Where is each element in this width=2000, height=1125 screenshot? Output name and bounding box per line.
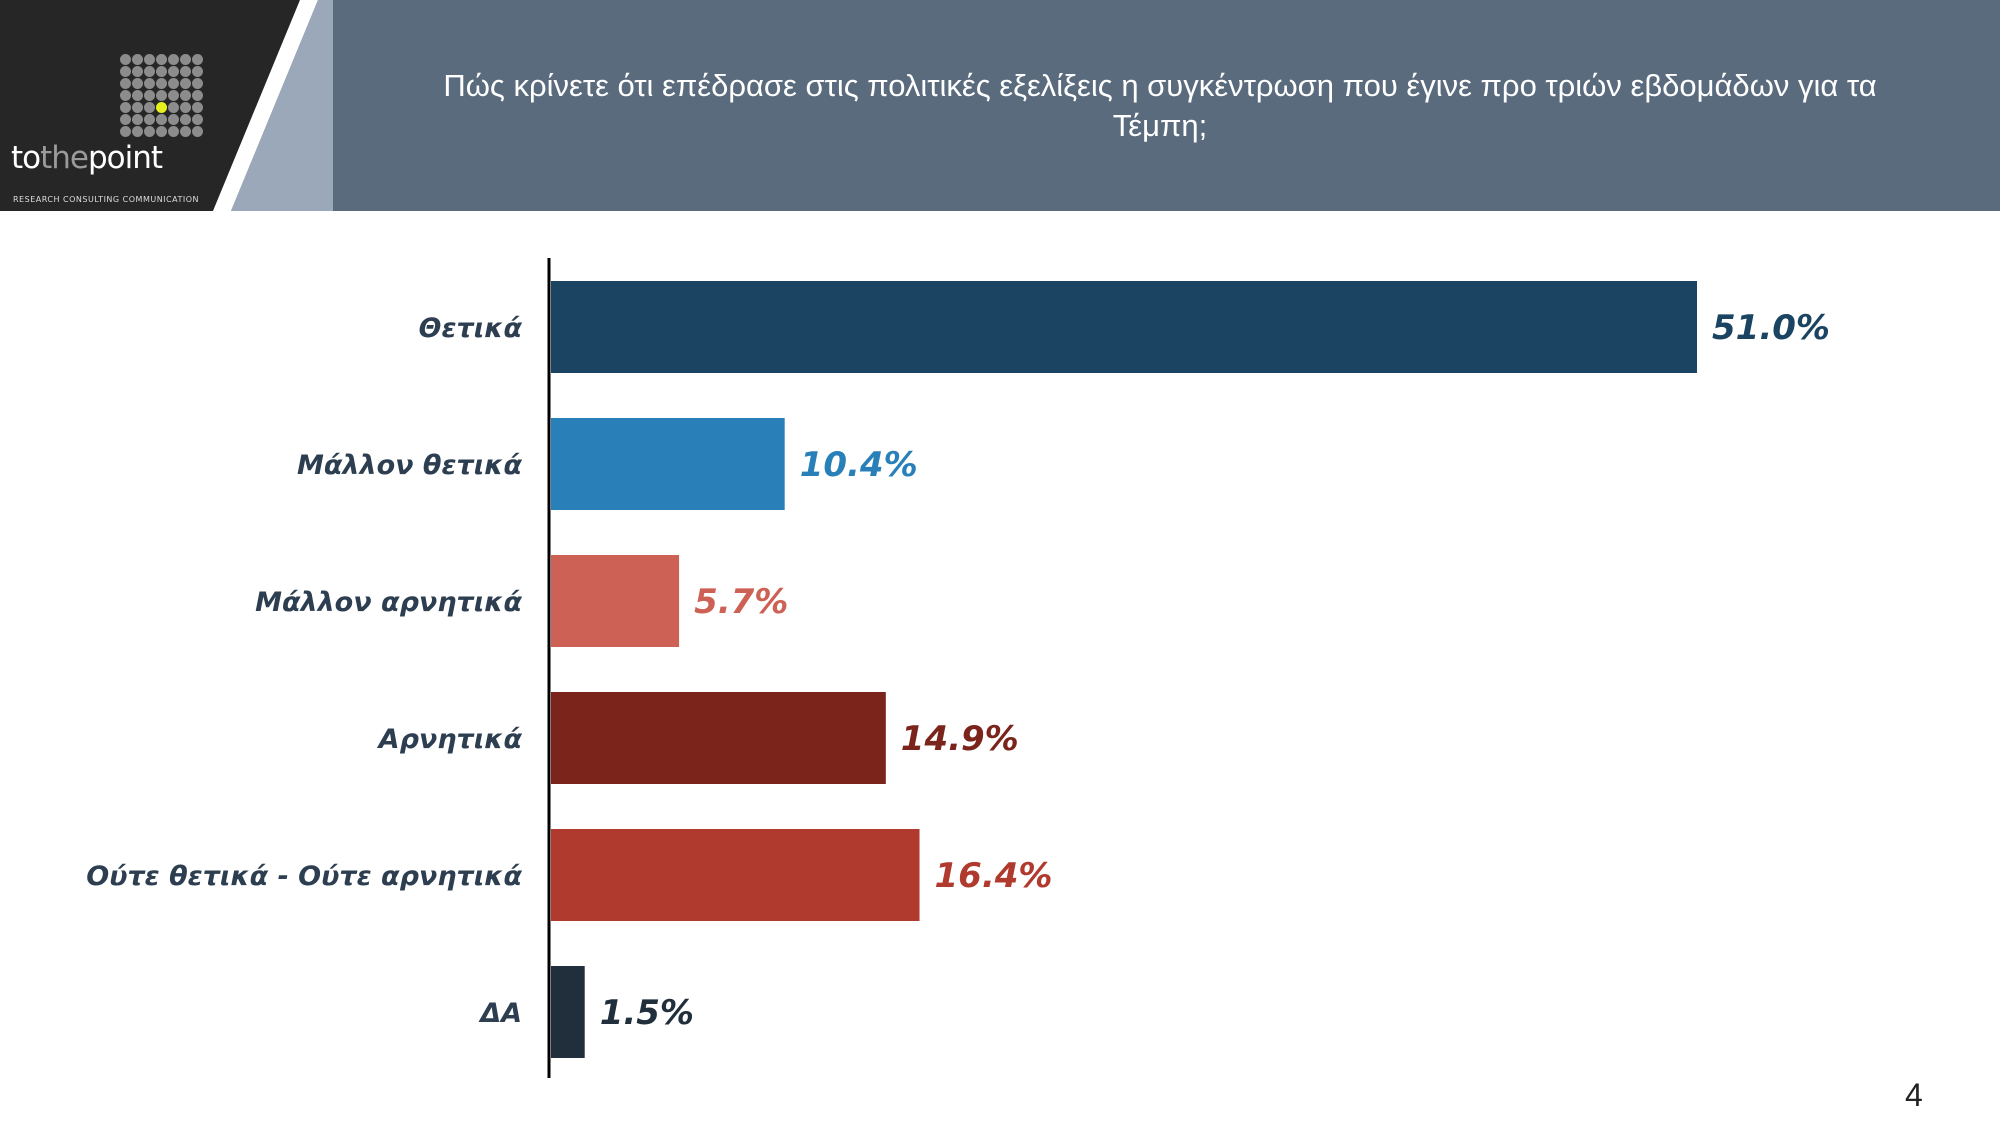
logo-dot xyxy=(156,102,167,113)
category-label: Ούτε θετικά - Ούτε αρνητικά xyxy=(86,861,522,892)
logo-dot xyxy=(144,66,155,77)
logo-subtitle: RESEARCH CONSULTING COMMUNICATION xyxy=(13,195,200,204)
logo-dot xyxy=(180,90,191,101)
logo-dot xyxy=(156,90,167,101)
logo-dot xyxy=(192,66,203,77)
logo-dot xyxy=(168,90,179,101)
logo-dot xyxy=(180,102,191,113)
logo-dot xyxy=(120,78,131,89)
logo-dot xyxy=(180,126,191,137)
logo-dot xyxy=(192,126,203,137)
logo-dot xyxy=(180,54,191,65)
logo-dot xyxy=(144,90,155,101)
page-title: Πώς κρίνετε ότι επέδρασε στις πολιτικές … xyxy=(443,68,1877,143)
logo-dot xyxy=(168,54,179,65)
logo-dot xyxy=(132,54,143,65)
value-label: 10.4% xyxy=(800,445,918,485)
logo-dot xyxy=(144,78,155,89)
logo-dot xyxy=(132,90,143,101)
logo-dot xyxy=(168,102,179,113)
logo-dot xyxy=(156,66,167,77)
category-label: ΔΑ xyxy=(478,998,522,1029)
logo-dot xyxy=(168,126,179,137)
logo-dot xyxy=(132,114,143,125)
logo-dot xyxy=(156,114,167,125)
logo-dot xyxy=(120,102,131,113)
logo-dot-grid-icon xyxy=(120,54,203,137)
logo-the: the xyxy=(40,140,89,176)
value-label: 5.7% xyxy=(694,582,788,622)
logo-dot xyxy=(192,114,203,125)
bar xyxy=(551,555,680,647)
category-label: Μάλλον θετικά xyxy=(297,450,522,481)
category-label: Αρνητικά xyxy=(377,724,523,755)
value-label: 14.9% xyxy=(901,719,1019,759)
logo-dot xyxy=(120,126,131,137)
logo-dot xyxy=(144,54,155,65)
logo-dot xyxy=(156,78,167,89)
logo-dot xyxy=(144,114,155,125)
logo-dot xyxy=(168,114,179,125)
logo-dot xyxy=(144,126,155,137)
logo-dot xyxy=(156,126,167,137)
category-label: Θετικά xyxy=(419,313,523,344)
logo-dot xyxy=(120,90,131,101)
bar xyxy=(551,692,886,784)
header-banner xyxy=(0,0,2000,211)
logo-dot xyxy=(180,66,191,77)
logo-dot xyxy=(192,78,203,89)
logo-to: to xyxy=(11,140,41,176)
logo-dot xyxy=(180,78,191,89)
value-label: 51.0% xyxy=(1712,308,1830,348)
bar xyxy=(551,418,785,510)
logo-dot xyxy=(168,66,179,77)
bar xyxy=(551,281,1697,373)
bar xyxy=(551,829,920,921)
logo-dot xyxy=(132,126,143,137)
bar xyxy=(551,966,585,1058)
logo-dot xyxy=(120,54,131,65)
page-number: 4 xyxy=(1905,1077,1923,1113)
logo-dot xyxy=(132,66,143,77)
logo-dot xyxy=(168,78,179,89)
logo-dot xyxy=(156,54,167,65)
value-label: 16.4% xyxy=(935,856,1053,896)
logo-dot xyxy=(192,90,203,101)
logo-wordmark: tothepoint xyxy=(11,140,163,176)
logo-dot xyxy=(132,102,143,113)
logo-dot xyxy=(192,102,203,113)
logo-dot xyxy=(192,54,203,65)
logo-dot xyxy=(180,114,191,125)
logo-dot xyxy=(120,114,131,125)
logo-point: point xyxy=(88,140,163,176)
value-label: 1.5% xyxy=(600,993,694,1033)
logo-dot xyxy=(132,78,143,89)
category-label: Μάλλον αρνητικά xyxy=(255,587,522,618)
logo-dot xyxy=(144,102,155,113)
logo-dot xyxy=(120,66,131,77)
